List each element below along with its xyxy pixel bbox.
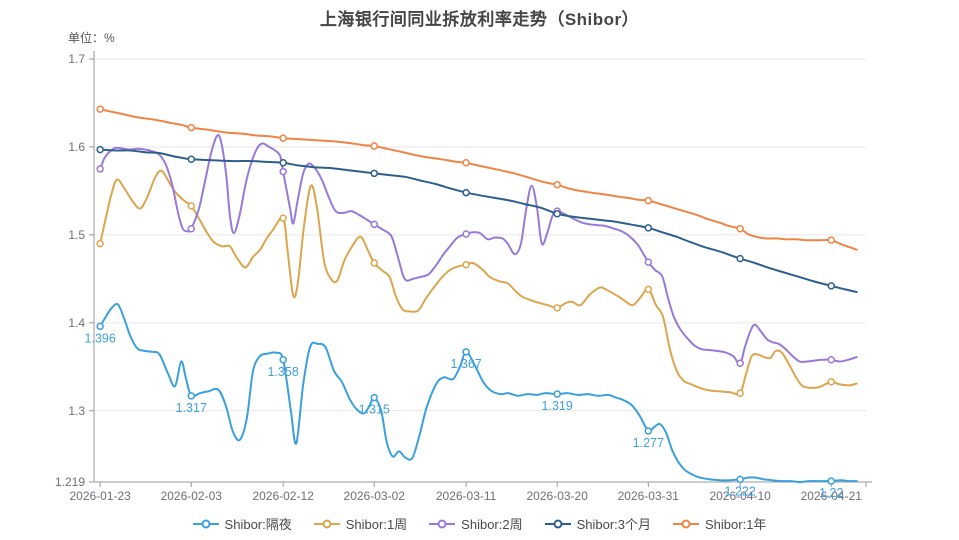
- legend-label: Shibor:1年: [705, 517, 767, 532]
- series-marker-2w: [827, 356, 836, 364]
- series-marker-overnight: [644, 427, 653, 435]
- y-axis-label: 1.219: [55, 475, 85, 489]
- data-label: 1.396: [85, 331, 116, 345]
- series-marker-overnight: [553, 390, 561, 398]
- series-marker-3m: [644, 224, 653, 232]
- series-marker-1w: [736, 389, 744, 397]
- series-marker-overnight: [96, 322, 104, 331]
- series-marker-overnight: [279, 356, 287, 364]
- series-marker-3m: [553, 210, 561, 218]
- series-marker-2w: [462, 230, 470, 238]
- series-marker-1y: [644, 196, 653, 205]
- series-marker-2w: [736, 359, 744, 368]
- y-axis-label: 1.7: [68, 52, 85, 66]
- series-marker-3m: [462, 188, 470, 197]
- x-axis-label: 2026-04-10: [709, 489, 771, 503]
- series-marker-overnight: [462, 348, 470, 356]
- legend-item-3m[interactable]: Shibor:3个月: [544, 514, 652, 533]
- x-axis-label: 2026-02-12: [252, 489, 314, 503]
- series-marker-1y: [462, 159, 470, 167]
- series-marker-1y: [279, 134, 287, 142]
- series-marker-2w: [644, 258, 653, 266]
- legend-line-marker-icon: [429, 519, 456, 529]
- series-marker-1y: [187, 123, 196, 132]
- series-marker-3m: [370, 169, 378, 178]
- series-marker-2w: [96, 165, 104, 173]
- y-axis-label: 1.3: [68, 404, 85, 418]
- series-marker-overnight: [736, 475, 744, 484]
- legend-label: Shibor:2周: [461, 517, 523, 532]
- series-marker-1w: [462, 261, 470, 269]
- data-label: 1.319: [542, 399, 573, 413]
- y-axis-unit-label: 单位：%: [68, 31, 115, 45]
- data-label: 1.317: [176, 401, 207, 415]
- plot-area[interactable]: [94, 59, 866, 482]
- series-marker-1y: [96, 105, 104, 113]
- series-marker-1w: [553, 304, 561, 312]
- series-line-2w: [99, 133, 858, 365]
- series-marker-3m: [736, 254, 744, 263]
- data-label: 1.22: [819, 486, 843, 500]
- legend-item-1w[interactable]: Shibor:1周: [313, 514, 408, 533]
- legend-item-2w[interactable]: Shibor:2周: [429, 514, 523, 533]
- chart-title: 上海银行间同业拆放利率走势（Shibor）: [319, 10, 640, 29]
- legend-line-marker-icon: [313, 519, 340, 529]
- series-marker-1y: [827, 236, 836, 244]
- x-axis-label: 2026-03-11: [436, 489, 497, 503]
- x-axis-label: 2026-03-31: [618, 489, 680, 503]
- series-marker-2w: [370, 220, 378, 229]
- series-marker-1w: [96, 239, 104, 248]
- series-marker-overnight: [187, 392, 196, 400]
- series-marker-1w: [370, 259, 378, 267]
- legend-label: Shibor:隔夜: [224, 517, 292, 532]
- series-marker-1w: [187, 202, 196, 210]
- series-marker-2w: [279, 167, 287, 176]
- legend-item-1y[interactable]: Shibor:1年: [673, 514, 766, 533]
- legend-label: Shibor:3个月: [576, 517, 652, 532]
- legend-line-marker-icon: [673, 519, 700, 529]
- series-marker-1y: [370, 142, 378, 150]
- series-marker-2w: [187, 224, 196, 233]
- series-marker-1w: [827, 377, 836, 386]
- legend: Shibor:隔夜 Shibor:1周 Shibor:2周 Shibor:3个月 Shi…: [0, 514, 959, 533]
- series-marker-overnight: [370, 393, 378, 402]
- x-axis-label: 2026-03-02: [344, 489, 406, 503]
- data-label: 1.277: [633, 436, 664, 450]
- x-axis-label: 2026-04-21: [801, 489, 863, 503]
- legend-item-overnight[interactable]: Shibor:隔夜: [192, 514, 292, 533]
- legend-line-marker-icon: [544, 519, 571, 529]
- y-axis-label: 1.6: [68, 140, 85, 154]
- series-marker-1w: [644, 285, 653, 294]
- series-line-1y: [99, 108, 858, 251]
- series-marker-1y: [553, 181, 561, 189]
- data-label: 1.315: [359, 403, 390, 417]
- data-label: 1.367: [450, 357, 481, 371]
- series-marker-1y: [736, 224, 744, 233]
- x-axis-label: 2026-01-23: [69, 489, 131, 503]
- data-label: 1.358: [267, 365, 298, 379]
- series-marker-overnight: [827, 477, 836, 485]
- data-label: 1.222: [725, 484, 756, 498]
- series-marker-3m: [279, 159, 287, 167]
- series-line-1w: [99, 169, 858, 396]
- series-line-overnight: [99, 302, 858, 483]
- series-marker-3m: [96, 145, 104, 154]
- x-axis-label: 2026-03-20: [527, 489, 589, 503]
- y-axis-label: 1.5: [68, 228, 85, 242]
- series-marker-1w: [279, 214, 287, 222]
- series-marker-3m: [187, 155, 196, 164]
- y-axis-label: 1.4: [68, 316, 85, 330]
- series-marker-3m: [827, 282, 836, 290]
- legend-line-marker-icon: [192, 519, 219, 529]
- x-axis-label: 2026-02-03: [161, 489, 223, 503]
- legend-label: Shibor:1周: [345, 517, 408, 532]
